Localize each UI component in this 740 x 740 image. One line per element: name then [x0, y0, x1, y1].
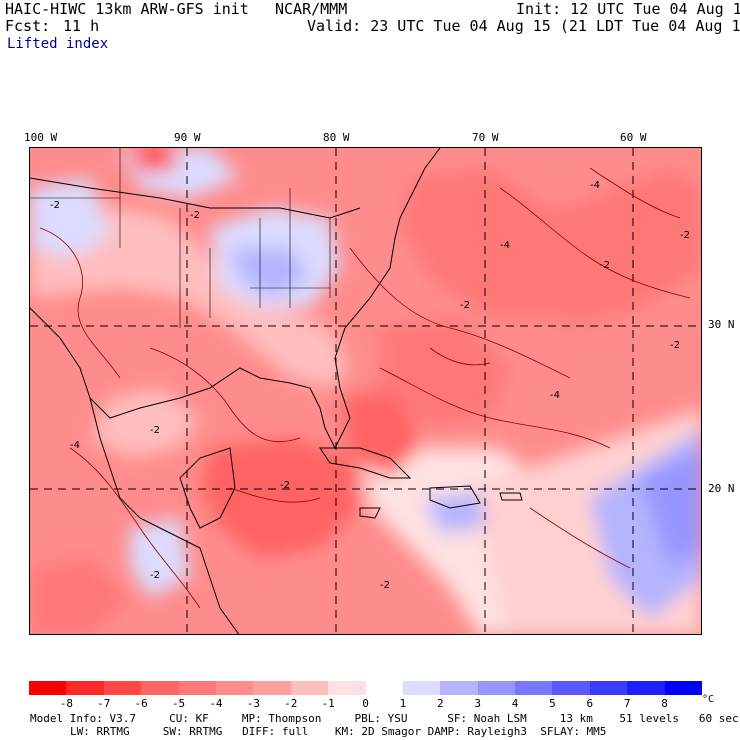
colorbar-unit: °C — [702, 694, 715, 705]
lat-label-30n: 30 N — [708, 318, 735, 331]
colorbar-tick-label: 1 — [399, 697, 407, 710]
colorbar-swatch — [29, 681, 67, 695]
colorbar-swatch — [215, 681, 254, 695]
field-name: Lifted index — [7, 36, 109, 52]
colorbar-swatch — [365, 681, 403, 695]
contour-label: -4 — [500, 240, 510, 251]
model-title: HAIC-HIWC 13km ARW-GFS init — [5, 0, 249, 18]
forecast-label: Fcst: — [5, 17, 51, 35]
contour-label: -2 — [670, 340, 680, 351]
contour-label: -4 — [590, 180, 600, 191]
mexico-coastline — [89, 397, 240, 634]
lon-label-90w: 90 W — [174, 131, 201, 144]
contour-label: -2 — [190, 210, 200, 221]
init-time: Init: 12 UTC Tue 04 Aug 15 — [516, 0, 740, 18]
lat-label-20n: 20 N — [708, 482, 735, 495]
contour-label: -2 — [50, 200, 60, 211]
colorbar-tick-label: 2 — [436, 697, 444, 710]
contour-labels: -2 -4 -2 -2 -4 -2 -4 -2 -2 -2 -2 -4 -2 -… — [50, 180, 690, 591]
colorbar-swatch — [328, 681, 366, 695]
state-boundaries — [30, 148, 331, 328]
center-name: NCAR/MMM — [275, 0, 348, 18]
lifted-index-map: -2 -4 -2 -2 -4 -2 -4 -2 -2 -2 -2 -4 -2 -… — [29, 147, 702, 635]
colorbar-tick-label: 7 — [623, 697, 631, 710]
contour-label: -2 — [460, 300, 470, 311]
colorbar — [29, 681, 703, 695]
jamaica — [359, 507, 381, 519]
colorbar-swatch — [141, 681, 179, 695]
contours — [39, 167, 691, 609]
us-coastline — [30, 148, 441, 450]
colorbar-swatch — [66, 681, 104, 695]
colorbar-tick-label: 3 — [474, 697, 481, 710]
colorbar-tick-label: -7 — [97, 697, 111, 710]
colorbar-tick-label: 6 — [586, 697, 594, 710]
colorbar-swatch — [103, 681, 142, 695]
graticule — [30, 148, 701, 634]
colorbar-swatch — [589, 681, 628, 695]
colorbar-tick-label: -1 — [321, 697, 335, 710]
colorbar-tick-label: 0 — [362, 697, 369, 710]
contour-label: -4 — [70, 440, 80, 451]
colorbar-swatch — [627, 681, 665, 695]
colorbar-swatch — [515, 681, 553, 695]
colorbar-tick-label: -4 — [209, 697, 223, 710]
colorbar-tick-label: 4 — [511, 697, 519, 710]
contour-label: -2 — [380, 580, 390, 591]
lon-label-80w: 80 W — [323, 131, 350, 144]
hispaniola — [429, 485, 481, 509]
contour-label: -2 — [150, 570, 160, 581]
lon-label-100w: 100 W — [24, 131, 58, 144]
colorbar-tick-label: 5 — [549, 697, 556, 710]
cuba — [319, 447, 412, 479]
colorbar-swatch — [552, 681, 590, 695]
lon-label-70w: 70 W — [472, 131, 499, 144]
colorbar-tick-label: -3 — [246, 697, 260, 710]
model-info-line2: LW: RRTMG SW: RRTMG DIFF: full KM: 2D Sm… — [70, 725, 607, 738]
colorbar-swatch — [402, 681, 441, 695]
contour-label: -2 — [280, 480, 290, 491]
colorbar-tick-label: -6 — [134, 697, 148, 710]
contour-label: -4 — [550, 390, 560, 401]
contour-label: -2 — [680, 230, 690, 241]
yucatan-coastline — [179, 447, 236, 529]
contour-label: -2 — [600, 260, 610, 271]
puerto-rico — [499, 492, 523, 501]
colorbar-tick-label: 8 — [661, 697, 668, 710]
map-canvas: -2 -4 -2 -2 -4 -2 -4 -2 -2 -2 -2 -4 -2 -… — [30, 148, 701, 634]
colorbar-swatch — [178, 681, 216, 695]
colorbar-swatch — [477, 681, 516, 695]
colorbar-swatch — [290, 681, 329, 695]
model-info-line1: Model Info: V3.7 CU: KF MP: Thompson PBL… — [30, 712, 739, 725]
colorbar-swatch — [440, 681, 478, 695]
colorbar-swatch — [664, 681, 703, 695]
contour-label: -2 — [150, 425, 160, 436]
colorbar-tick-label: -8 — [59, 697, 73, 710]
field-shading — [30, 148, 701, 634]
valid-time: Valid: 23 UTC Tue 04 Aug 15 (21 LDT Tue … — [307, 17, 740, 35]
lon-label-60w: 60 W — [620, 131, 647, 144]
colorbar-swatch — [253, 681, 291, 695]
forecast-hour: 11 h — [63, 17, 100, 35]
colorbar-tick-label: -5 — [171, 697, 186, 710]
colorbar-tick-label: -2 — [284, 697, 298, 710]
